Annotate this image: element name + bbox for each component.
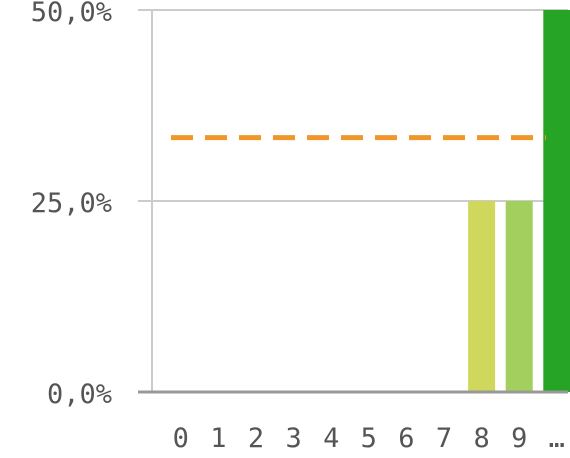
y-tick-label: 25,0%: [31, 188, 112, 219]
x-tick-label: 7: [436, 423, 452, 454]
bars-layer: [468, 10, 570, 392]
bar: [468, 201, 496, 392]
bar: [543, 10, 570, 392]
x-tick-label: 6: [398, 423, 414, 454]
y-tick-labels: 0,0% 25,0% 50,0%: [31, 0, 112, 410]
grid-layer: [138, 9, 568, 202]
x-tick-label: 5: [361, 423, 377, 454]
x-tick-label: 0: [173, 423, 189, 454]
x-tick-label: …: [549, 423, 565, 454]
x-tick-label: 1: [210, 423, 226, 454]
bar: [505, 201, 533, 392]
x-tick-label: 3: [285, 423, 301, 454]
y-tick-label: 50,0%: [31, 0, 112, 28]
x-tick-label: 2: [248, 423, 264, 454]
axis-layer: [138, 10, 568, 394]
y-tick-label: 0,0%: [47, 379, 112, 410]
x-tick-label: 8: [473, 423, 489, 454]
x-tick-label: 4: [323, 423, 339, 454]
x-tick-labels: 0 1 2 3 4 5 6 7 8 9 …: [173, 423, 565, 454]
x-tick-label: 9: [511, 423, 527, 454]
